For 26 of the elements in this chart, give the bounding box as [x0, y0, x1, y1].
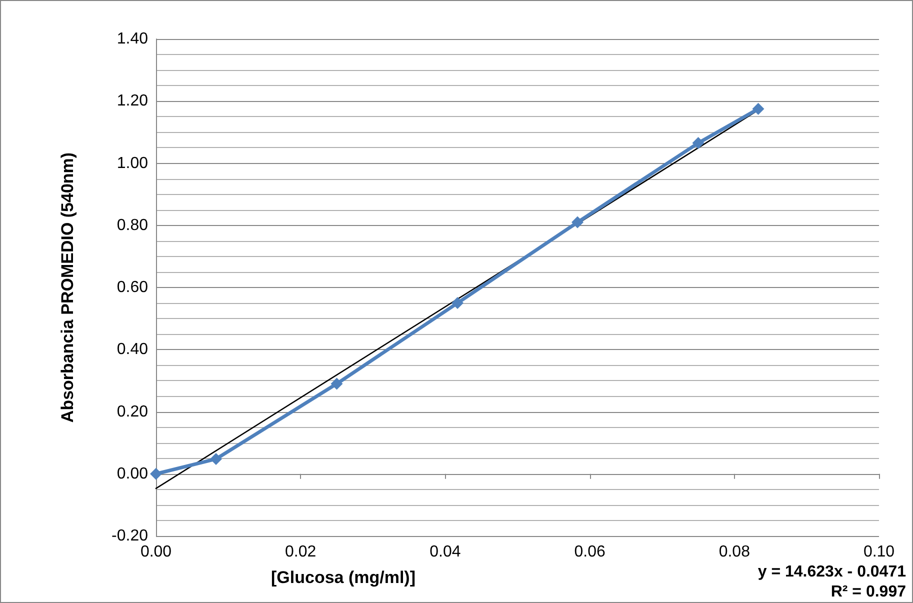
x-tick-label: 0.02 [285, 544, 316, 560]
y-tick-label: -0.20 [112, 528, 148, 544]
y-tick-label: 0.60 [116, 279, 148, 296]
point [330, 378, 343, 390]
text: [Glucosa (mg/ml)] [271, 568, 416, 587]
point [150, 468, 162, 480]
x-tick-label: 0.00 [140, 544, 172, 560]
point [572, 216, 584, 228]
y-tick-label: 1.40 [116, 30, 148, 48]
point [210, 452, 222, 465]
point [692, 137, 704, 150]
y-tick-label: 0.00 [116, 465, 148, 482]
point [752, 102, 764, 115]
y-tick-label: 0.80 [116, 216, 148, 234]
y-axis-title: Absorbancia PROMEDIO (540nm) [58, 152, 77, 423]
y-tick-label: 0.20 [116, 403, 148, 420]
x-tick-label: 0.08 [718, 544, 750, 560]
point [451, 297, 464, 310]
x-tick-label: 0.10 [863, 544, 895, 560]
y-tick-label: 0.40 [116, 341, 148, 358]
y-tick-label: 1.00 [116, 154, 148, 172]
x-tick-label: 0.06 [574, 544, 606, 560]
text: y = 14.623x - 0.0471 [758, 564, 906, 580]
x-tick-label: 0.04 [430, 544, 461, 560]
text: R² = 0.997 [830, 584, 906, 600]
y-tick-label: 1.20 [116, 92, 148, 110]
